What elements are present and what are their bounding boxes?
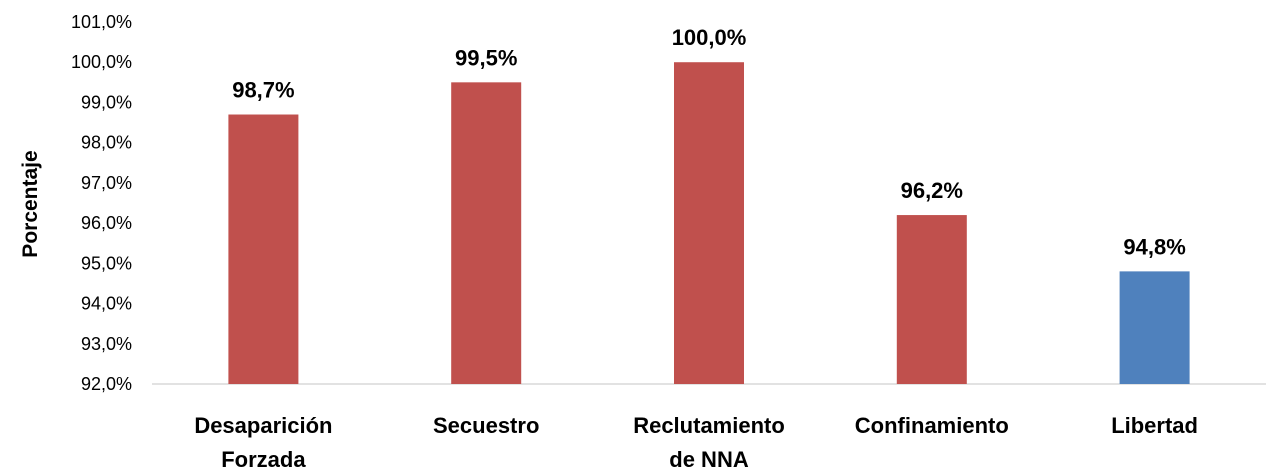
y-tick-label: 99,0% <box>81 92 132 112</box>
category-label: Secuestro <box>433 413 539 438</box>
category-label: Reclutamiento <box>633 413 785 438</box>
y-tick-label: 97,0% <box>81 173 132 193</box>
data-label: 98,7% <box>232 78 294 103</box>
bar <box>1119 271 1190 384</box>
category-label: Desaparición <box>194 413 332 438</box>
y-tick-label: 98,0% <box>81 133 132 153</box>
y-axis-ticks: 92,0% 93,0% 94,0% 95,0% 96,0% 97,0% 98,0% 99,0%… <box>71 12 132 394</box>
data-label: 99,5% <box>455 45 517 70</box>
y-tick-label: 92,0% <box>81 374 132 394</box>
data-label: 100,0% <box>672 25 747 50</box>
data-label: 96,2% <box>901 178 963 203</box>
category-label: de NNA <box>669 447 749 472</box>
y-tick-label: 96,0% <box>81 213 132 233</box>
data-label: 94,8% <box>1123 234 1185 259</box>
y-tick-label: 95,0% <box>81 253 132 273</box>
category-label: Libertad <box>1111 413 1198 438</box>
y-tick-label: 101,0% <box>71 12 132 32</box>
category-label: Forzada <box>221 447 306 472</box>
data-labels: 98,7% 99,5% 100,0% 96,2% 94,8% <box>232 25 1186 259</box>
bar <box>674 62 744 384</box>
category-label: Confinamiento <box>855 413 1009 438</box>
bars <box>228 62 1190 384</box>
y-tick-label: 94,0% <box>81 294 132 314</box>
bar <box>228 114 299 384</box>
y-axis-label: Porcentaje <box>19 150 42 257</box>
bar <box>896 215 967 384</box>
bar <box>451 82 522 384</box>
y-tick-label: 100,0% <box>71 52 132 72</box>
y-tick-label: 93,0% <box>81 334 132 354</box>
category-labels: Desaparición Forzada Secuestro Reclutamient… <box>194 413 1198 472</box>
